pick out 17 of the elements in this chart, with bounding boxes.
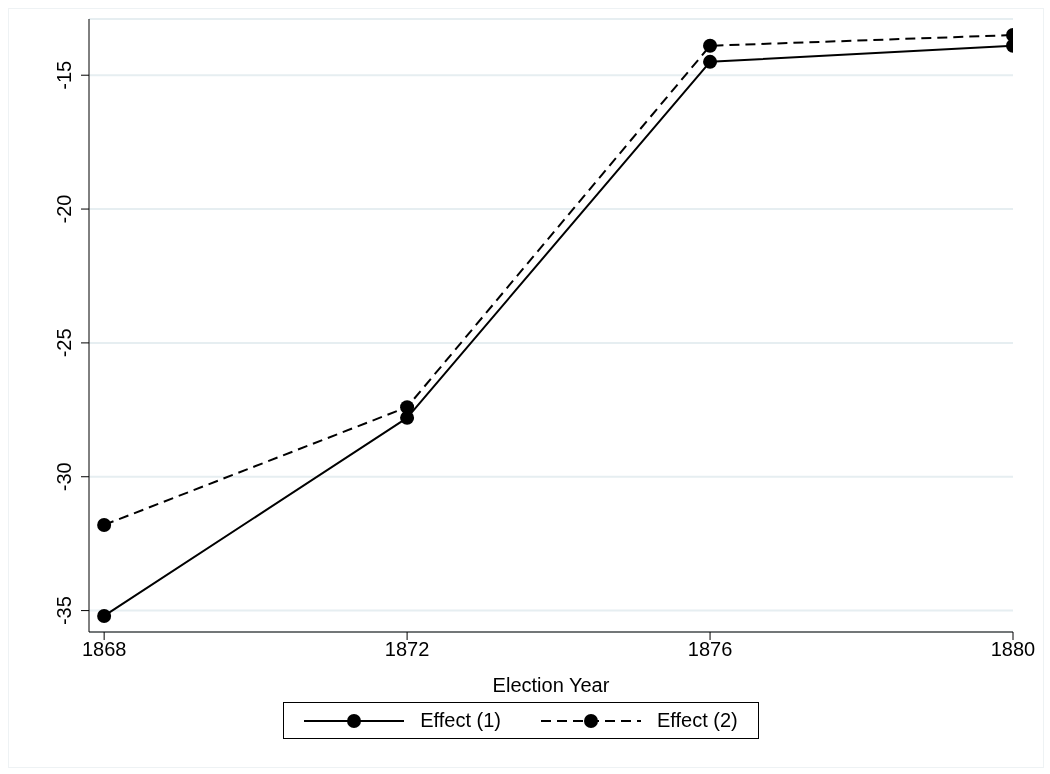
y-tick-label: -30 <box>53 462 75 492</box>
point <box>400 400 415 415</box>
legend-label: Effect (1) <box>420 709 501 732</box>
legend-label: Effect (2) <box>657 709 738 732</box>
y-tick-label: -20 <box>53 194 75 224</box>
point <box>703 38 718 53</box>
y-tick-label: -25 <box>53 328 75 358</box>
y-tick-label: -15 <box>53 60 75 90</box>
point <box>97 517 112 532</box>
x-tick-label: 1872 <box>384 638 430 661</box>
x-tick-label: 1868 <box>81 638 127 661</box>
point <box>97 608 112 623</box>
x-axis-title: Election Year <box>492 674 610 696</box>
y-tick-label: -35 <box>53 596 75 626</box>
point <box>703 54 718 69</box>
x-tick-label: 1876 <box>687 638 733 661</box>
x-tick-label: 1880 <box>990 638 1036 661</box>
